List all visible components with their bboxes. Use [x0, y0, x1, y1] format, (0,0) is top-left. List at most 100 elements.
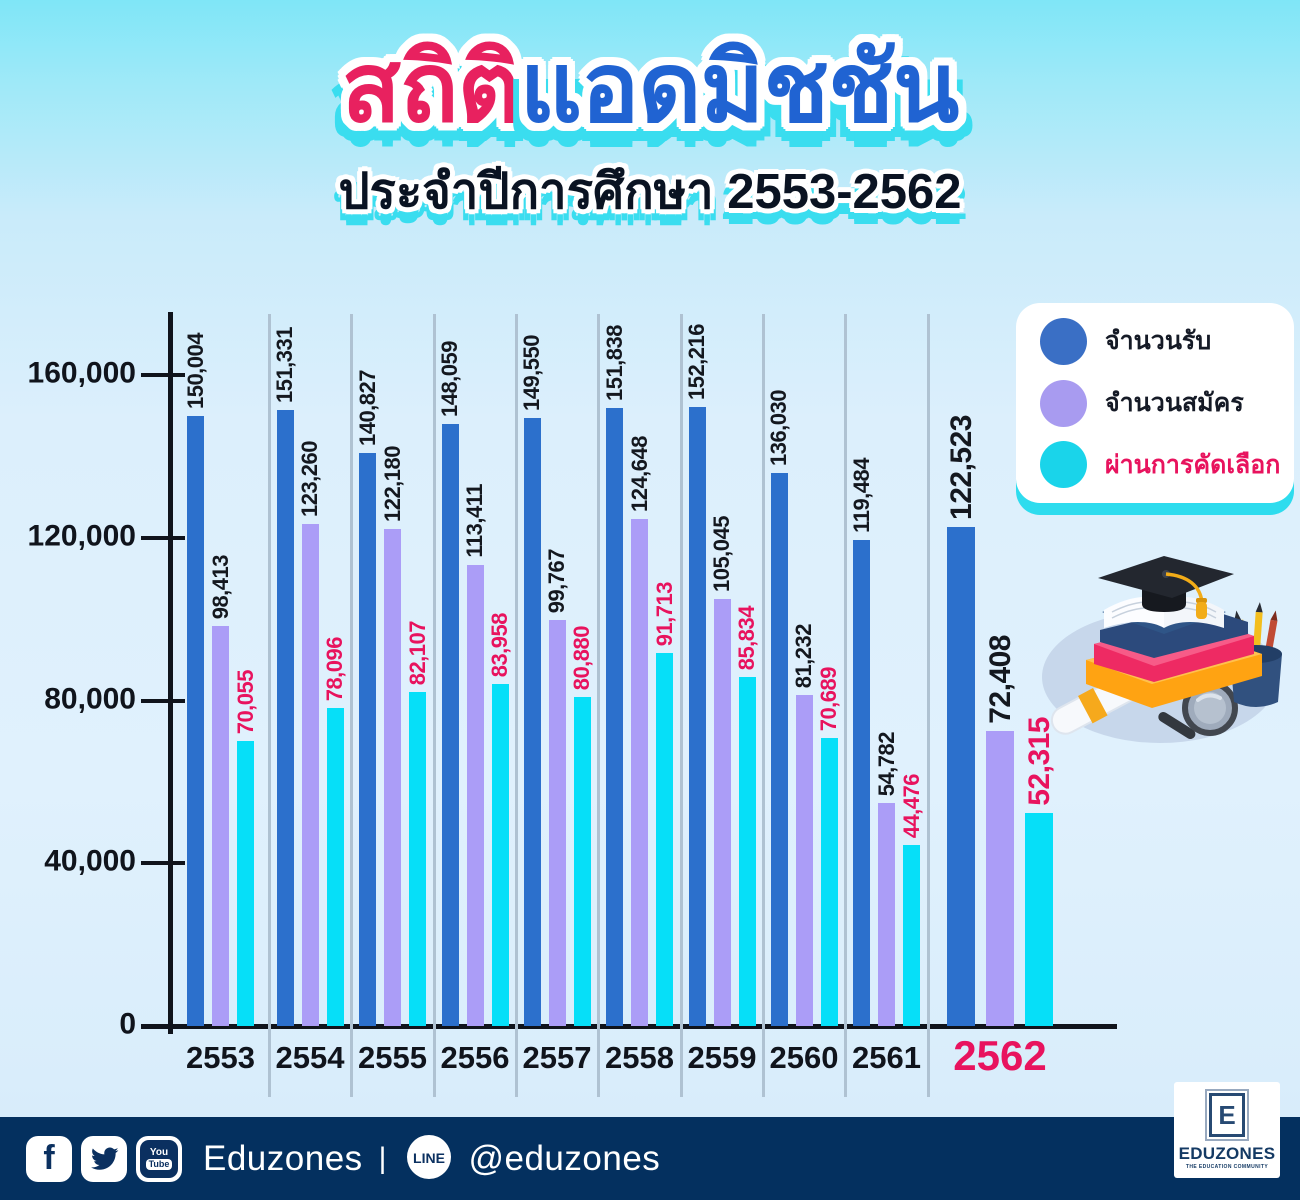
education-books-illustration [1042, 556, 1282, 743]
x-axis-label: 2555 [358, 1040, 427, 1075]
bar [573, 697, 591, 1026]
legend-label: จำนวนสมัคร [1105, 389, 1244, 417]
y-tick [141, 861, 185, 866]
bar [548, 620, 566, 1026]
bar [523, 418, 541, 1026]
bar-value-label: 85,834 [734, 605, 759, 670]
bar-value-label: 124,648 [626, 435, 652, 512]
group-separator-line [680, 314, 683, 1097]
bar-value-label: 151,331 [272, 326, 297, 403]
bar-value-label: 152,216 [684, 323, 709, 400]
title-rest: แอดมิชชัน [519, 33, 960, 142]
title-highlight: สถิติ [341, 33, 521, 142]
bar-value-label: 83,958 [487, 612, 512, 677]
bar-value-label: 54,782 [873, 731, 899, 796]
bar [738, 677, 756, 1026]
bar-value-label: 80,880 [569, 625, 594, 690]
bar [409, 692, 426, 1026]
svg-text:LINE: LINE [414, 1150, 446, 1166]
bar [770, 473, 788, 1026]
x-axis-label: 2562 [953, 1032, 1047, 1079]
bar-value-label: 78,096 [322, 636, 347, 701]
bar [878, 803, 895, 1026]
legend-swatch-applicants [1040, 379, 1087, 427]
bar-value-label: 44,476 [898, 773, 924, 838]
legend-label: จำนวนรับ [1105, 327, 1212, 356]
bar-value-label: 105,045 [709, 515, 734, 592]
header: สถิติแอดมิชชัน ประจำปีการศึกษา 2553-2562 [0, 30, 1300, 230]
bar [276, 410, 294, 1026]
legend-item: ผ่านการคัดเลือก [1040, 441, 1294, 489]
bar [820, 738, 838, 1026]
bar-value-label: 150,004 [182, 332, 208, 409]
separator: | [378, 1141, 387, 1175]
bar-value-label: 140,827 [354, 369, 380, 446]
eduzones-logo: E EDUZONES THE EDUCATION COMMUNITY [1174, 1082, 1280, 1178]
bar [947, 527, 975, 1026]
logo-emblem: E [1205, 1089, 1249, 1141]
brand-name: Eduzones [203, 1138, 363, 1178]
bar [466, 565, 484, 1026]
legend-label: ผ่านการคัดเลือก [1105, 450, 1281, 479]
facebook-icon: f [26, 1135, 72, 1182]
bar-value-label: 136,030 [766, 389, 791, 466]
y-tick [141, 535, 185, 540]
twitter-icon [81, 1135, 127, 1182]
bar [688, 407, 706, 1026]
y-tick [141, 373, 185, 377]
page-subtitle: ประจำปีการศึกษา 2553-2562 [338, 165, 962, 220]
bar [903, 845, 920, 1026]
bar-value-label: 81,232 [791, 623, 816, 688]
bar-value-label: 151,838 [601, 324, 627, 401]
bar [606, 408, 623, 1026]
bar [656, 653, 673, 1026]
bar-value-label: 123,260 [297, 440, 322, 517]
page-title: สถิติแอดมิชชัน [0, 30, 1300, 146]
bar [212, 626, 229, 1026]
bar [301, 524, 319, 1026]
y-tick [141, 1024, 185, 1028]
bar [384, 529, 401, 1026]
x-axis-label: 2558 [605, 1040, 674, 1075]
bar [359, 453, 376, 1026]
x-axis-line [141, 1024, 1117, 1029]
y-tick-label: 0 [119, 1007, 136, 1041]
bar-value-label: 91,713 [651, 581, 677, 646]
chart-legend: จำนวนรับ จำนวนสมัคร ผ่านการคัดเลือก [1016, 303, 1294, 503]
bar-value-label: 70,689 [816, 666, 841, 731]
book-stack-icon [1086, 596, 1262, 708]
bar-value-label: 72,408 [983, 635, 1017, 724]
legend-item: จำนวนรับ [1040, 317, 1294, 365]
bar [1025, 813, 1053, 1026]
bar-value-label: 98,413 [207, 554, 233, 619]
x-axis-label: 2556 [440, 1040, 510, 1075]
y-tick-label: 120,000 [27, 519, 136, 553]
logo-wordmark: EDUZONES [1178, 1144, 1276, 1163]
x-axis-label: 2559 [687, 1040, 757, 1075]
line-icon: LINE [402, 1132, 456, 1186]
group-separator-line [433, 314, 436, 1097]
y-tick-label: 160,000 [27, 356, 136, 390]
footer-bar: f You Tube Eduzones | LINE @eduzones [0, 1117, 1300, 1200]
bar-value-label: 122,180 [379, 445, 405, 522]
line-handle: @eduzones [468, 1138, 661, 1178]
bar [237, 741, 254, 1026]
x-axis-label: 2557 [522, 1040, 592, 1075]
twitter-bird-icon [91, 1147, 119, 1170]
bar-value-label: 119,484 [848, 458, 874, 533]
bar-value-label: 70,055 [232, 669, 258, 734]
magnifier-icon [1158, 680, 1238, 740]
bar-value-label: 122,523 [944, 415, 978, 520]
graduation-cap-icon [1098, 556, 1234, 619]
bar [853, 540, 870, 1026]
group-separator-line [268, 314, 271, 1097]
bar [187, 416, 204, 1026]
legend-item: จำนวนสมัคร [1040, 379, 1294, 427]
legend-swatch-accepted [1040, 317, 1087, 365]
bar [491, 684, 509, 1026]
group-separator-line [515, 314, 518, 1097]
bar-value-label: 148,059 [437, 340, 462, 417]
bar-value-label: 113,411 [462, 484, 487, 558]
